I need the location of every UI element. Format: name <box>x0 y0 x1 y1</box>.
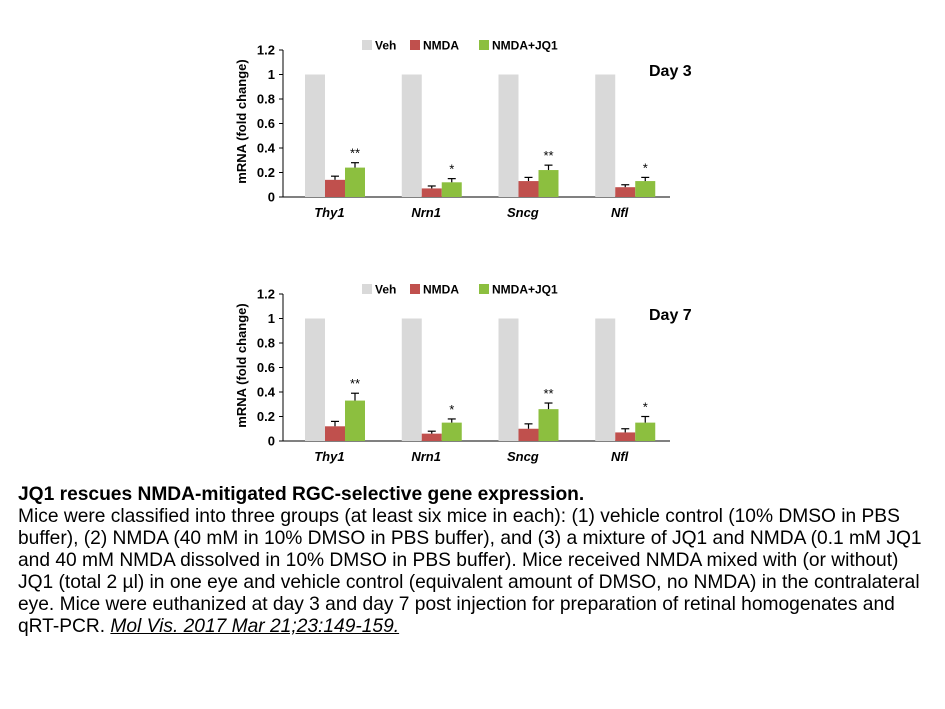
bar-veh <box>305 74 325 197</box>
significance-mark: * <box>643 160 648 175</box>
bar-nmda-jq1 <box>538 170 559 197</box>
y-tick-label: 0.6 <box>257 360 275 375</box>
significance-mark: * <box>449 402 454 417</box>
legend-swatch <box>479 284 489 294</box>
category-label: Thy1 <box>314 205 344 220</box>
bar-veh <box>498 74 519 197</box>
y-tick-label: 1 <box>268 311 275 326</box>
y-tick-label: 0 <box>268 190 275 205</box>
legend-swatch <box>479 40 489 50</box>
bar-nmda-jq1 <box>635 422 656 441</box>
category-label: Nrn1 <box>411 449 441 464</box>
panel-label: Day 7 <box>649 307 692 324</box>
significance-mark: ** <box>543 386 553 401</box>
bar-nmda-jq1 <box>345 167 365 197</box>
bar-veh <box>595 74 616 197</box>
y-tick-label: 1.2 <box>257 43 275 58</box>
caption-title: JQ1 rescues NMDA-mitigated RGC-selective… <box>18 484 585 505</box>
panel-label: Day 3 <box>649 63 692 80</box>
legend-label: NMDA <box>423 283 459 297</box>
caption-body: Mice were classified into three groups (… <box>18 506 922 637</box>
y-tick-label: 0.8 <box>257 336 275 351</box>
bar-nmda <box>421 188 442 197</box>
figure-caption: JQ1 rescues NMDA-mitigated RGC-selective… <box>18 484 933 638</box>
y-tick-label: 0.6 <box>257 116 275 131</box>
legend-swatch <box>410 284 420 294</box>
y-tick-label: 0.4 <box>257 385 276 400</box>
bar-nmda <box>615 432 636 441</box>
significance-mark: ** <box>350 376 360 391</box>
bar-nmda <box>421 433 442 441</box>
bar-veh <box>498 318 519 441</box>
legend-label: NMDA+JQ1 <box>492 39 558 53</box>
bar-nmda <box>518 181 539 197</box>
legend-swatch <box>362 284 372 294</box>
bar-veh <box>401 318 422 441</box>
category-label: Sncg <box>507 205 539 220</box>
bar-veh <box>305 318 325 441</box>
category-label: Nrn1 <box>411 205 441 220</box>
bar-nmda-jq1 <box>538 409 559 441</box>
significance-mark: * <box>643 400 648 415</box>
bar-nmda-jq1 <box>441 422 462 441</box>
y-tick-label: 0.2 <box>257 165 275 180</box>
significance-mark: ** <box>350 146 360 161</box>
legend-swatch <box>410 40 420 50</box>
y-tick-label: 1.2 <box>257 287 275 302</box>
bar-nmda <box>615 187 636 197</box>
legend-swatch <box>362 40 372 50</box>
y-axis-label: mRNA (fold change) <box>234 59 249 183</box>
bar-veh <box>595 318 616 441</box>
category-label: Nfl <box>611 205 629 220</box>
bar-veh <box>401 74 422 197</box>
legend-label: NMDA+JQ1 <box>492 283 558 297</box>
bar-nmda-jq1 <box>345 400 365 441</box>
legend-label: Veh <box>375 283 396 297</box>
y-tick-label: 0.2 <box>257 409 275 424</box>
y-axis-label: mRNA (fold change) <box>234 303 249 427</box>
y-tick-label: 0.4 <box>257 141 276 156</box>
y-tick-label: 1 <box>268 67 275 82</box>
bar-nmda <box>325 426 345 441</box>
category-label: Thy1 <box>314 449 344 464</box>
category-label: Nfl <box>611 449 629 464</box>
y-tick-label: 0 <box>268 434 275 449</box>
bar-nmda-jq1 <box>635 181 656 197</box>
y-tick-label: 0.8 <box>257 92 275 107</box>
significance-mark: * <box>449 162 454 177</box>
legend-label: NMDA <box>423 39 459 53</box>
bar-nmda <box>325 179 345 197</box>
legend-label: Veh <box>375 39 396 53</box>
citation-link[interactable]: Mol Vis. 2017 Mar 21;23:149-159. <box>110 616 400 637</box>
bar-nmda-jq1 <box>441 182 462 197</box>
significance-mark: ** <box>543 148 553 163</box>
bar-nmda <box>518 428 539 441</box>
category-label: Sncg <box>507 449 539 464</box>
